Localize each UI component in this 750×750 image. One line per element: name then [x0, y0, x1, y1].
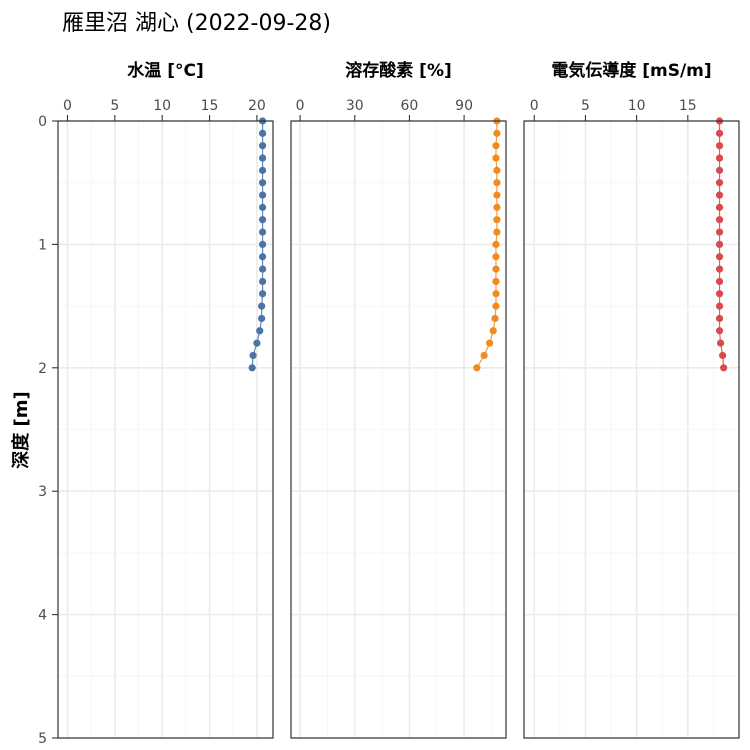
x-tick-label: 0 [296, 98, 305, 114]
panel-frame [523, 120, 740, 739]
data-point [258, 314, 266, 323]
data-point [715, 203, 724, 211]
y-axis-label: 深度 [m] [10, 391, 32, 468]
data-point [715, 240, 724, 248]
y-tick-label: 4 [38, 608, 47, 624]
data-point [715, 253, 724, 261]
data-point [493, 216, 501, 224]
x-tick-label: 10 [153, 98, 171, 114]
data-point [492, 253, 500, 261]
data-point [715, 129, 724, 137]
data-point [491, 314, 499, 323]
data-point [493, 191, 501, 199]
data-point [492, 302, 500, 310]
data-point [258, 265, 267, 273]
data-point [258, 216, 267, 224]
data-point [715, 302, 724, 310]
x-tick-label: 5 [581, 98, 590, 114]
data-point [258, 129, 267, 137]
data-point [492, 290, 500, 298]
data-point [715, 142, 724, 150]
x-tick-label: 30 [346, 98, 364, 114]
data-point [258, 154, 267, 162]
data-point [715, 216, 724, 224]
data-point [493, 203, 501, 211]
data-point [492, 142, 500, 150]
data-point [258, 166, 267, 174]
data-point [715, 314, 724, 323]
data-point [492, 240, 500, 248]
panel-2: 溶存酸素 [%] 0 30 60 90 [290, 60, 507, 739]
data-point [715, 166, 724, 174]
chart-title: 雁里沼 湖心 (2022-09-28) [62, 11, 331, 36]
data-point [258, 253, 267, 261]
data-point [258, 290, 267, 298]
x-tick-label: 5 [110, 98, 119, 114]
y-tick-label: 5 [38, 731, 47, 747]
x-tick-label: 15 [679, 98, 697, 114]
data-point [256, 327, 264, 335]
data-point [248, 364, 256, 372]
y-tick-label: 0 [38, 114, 47, 130]
panel-3: 電気伝導度 [mS/m] 0 5 10 15 [523, 60, 740, 739]
panel-frame [57, 120, 274, 739]
data-point [492, 277, 500, 286]
panel-title: 溶存酸素 [%] [345, 60, 452, 81]
data-point [715, 191, 724, 199]
x-tick-label: 10 [628, 98, 646, 114]
data-point [715, 327, 724, 335]
y-axis: 0 1 2 3 4 5 [38, 114, 58, 747]
data-point [493, 129, 501, 137]
data-point [486, 339, 494, 347]
y-tick-label: 2 [38, 361, 47, 377]
x-tick-label: 15 [201, 98, 219, 114]
data-point [715, 265, 724, 273]
data-point [716, 339, 725, 347]
data-point [493, 179, 501, 187]
data-point [489, 327, 497, 335]
y-tick-label: 3 [38, 484, 47, 500]
panel-title: 電気伝導度 [mS/m] [551, 60, 711, 81]
data-point [715, 179, 724, 187]
data-point [258, 191, 267, 199]
data-point [493, 166, 501, 174]
data-point [258, 277, 267, 286]
data-point [715, 277, 724, 286]
x-tick-label: 20 [248, 98, 266, 114]
data-point [492, 154, 500, 162]
data-point [493, 228, 501, 236]
data-point [715, 290, 724, 298]
data-point [249, 351, 257, 360]
x-tick-label: 0 [530, 98, 539, 114]
x-tick-label: 90 [455, 98, 473, 114]
data-point [258, 302, 266, 310]
panel-frame [290, 120, 507, 739]
data-point [258, 228, 267, 236]
x-tick-label: 60 [401, 98, 419, 114]
panel-title: 水温 [°C] [127, 60, 203, 81]
data-point [258, 203, 267, 211]
data-point [480, 351, 488, 360]
y-tick-label: 1 [38, 237, 47, 253]
data-point [258, 240, 267, 248]
data-point [715, 228, 724, 236]
data-point [473, 364, 481, 372]
x-tick-label: 0 [63, 98, 72, 114]
data-point [492, 265, 500, 273]
data-point [719, 351, 727, 360]
panel-1: 水温 [°C] 0 5 10 15 20 [57, 60, 274, 739]
data-point [715, 154, 724, 162]
data-point [258, 179, 267, 187]
data-point [258, 142, 267, 150]
data-point [720, 364, 728, 372]
data-point [253, 339, 261, 347]
panels: 水温 [°C] 0 5 10 15 20 溶存酸素 [%] 0 30 60 90 電気伝導度 [mS/… [57, 60, 740, 739]
